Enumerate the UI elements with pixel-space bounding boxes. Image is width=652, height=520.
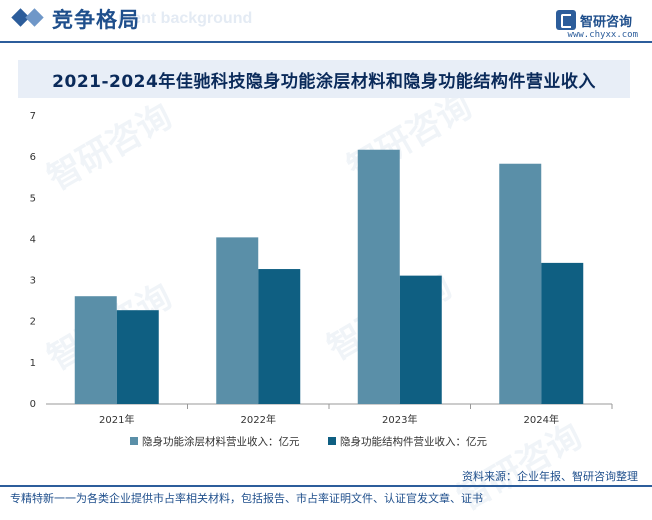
legend-label: 隐身功能涂层材料营业收入：亿元 xyxy=(142,435,300,448)
brand-url: www.chyxx.com xyxy=(567,30,638,40)
bar-series-2 xyxy=(258,269,301,404)
footer-divider xyxy=(0,485,652,487)
header: ment background 竞争格局 智研咨询 www.chyxx.com xyxy=(0,0,652,43)
x-tick-label: 2021年 xyxy=(99,413,134,426)
chart-title-box: 2021-2024年佳驰科技隐身功能涂层材料和隐身功能结构件营业收入 xyxy=(18,60,630,98)
legend-swatch xyxy=(130,437,138,445)
brand-name: 智研咨询 xyxy=(579,14,632,30)
bar-series-1 xyxy=(357,149,400,404)
chart-title: 2021-2024年佳驰科技隐身功能涂层材料和隐身功能结构件营业收入 xyxy=(52,71,596,92)
header-diamond-icon-secondary xyxy=(25,8,44,27)
source-note: 资料来源：企业年报、智研咨询整理 xyxy=(462,470,638,483)
footer-slogan: 专精特新一一为各类企业提供市占率相关材料，包括报告、市占率证明文件、认证官发文章… xyxy=(10,492,483,505)
brand: 智研咨询 xyxy=(555,8,632,32)
bar-chart: 0 1 2 3 4 5 6 7 2021年 2022年 2023年 2024年隐身功能涂层材料营业收入… xyxy=(30,111,613,448)
y-tick-label: 1 xyxy=(30,358,36,369)
y-tick-label: 6 xyxy=(30,152,36,163)
y-tick-label: 4 xyxy=(30,234,36,245)
bar-series-2 xyxy=(399,275,442,404)
header-divider xyxy=(0,41,652,43)
section-title: 竞争格局 xyxy=(52,8,140,32)
header-ghost-text: ment background xyxy=(118,10,253,27)
bar-series-2 xyxy=(541,262,584,404)
y-tick-label: 3 xyxy=(30,276,36,287)
y-tick-label: 7 xyxy=(30,111,36,122)
y-tick-label: 0 xyxy=(30,399,36,410)
x-tick-label: 2024年 xyxy=(524,413,559,426)
x-tick-label: 2022年 xyxy=(241,413,276,426)
x-tick-label: 2023年 xyxy=(382,413,417,426)
y-tick-label: 2 xyxy=(30,317,36,328)
brand-logo-icon xyxy=(555,10,576,30)
bar-series-1 xyxy=(74,296,117,404)
legend-swatch xyxy=(328,437,336,445)
bar-series-1 xyxy=(499,163,542,404)
y-tick-label: 5 xyxy=(30,193,36,204)
bar-series-1 xyxy=(216,237,259,404)
legend-label: 隐身功能结构件营业收入：亿元 xyxy=(340,435,487,448)
bar-series-2 xyxy=(116,310,159,404)
